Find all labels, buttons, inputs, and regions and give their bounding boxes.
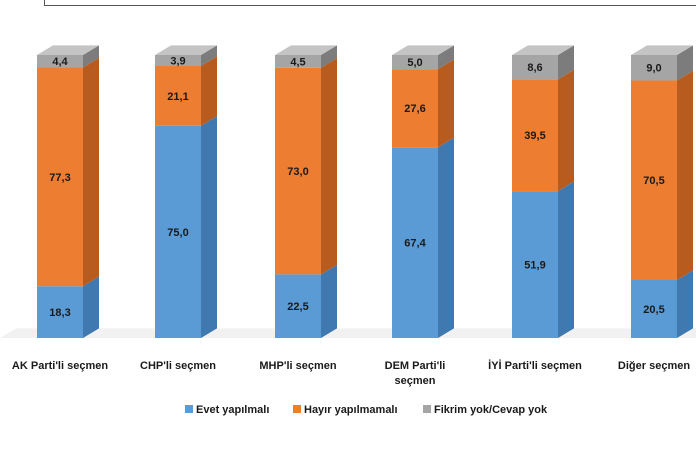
bar-evet-0 [37, 286, 83, 338]
category-label-0: AK Parti'li seçmen [12, 360, 108, 372]
value-label-hayir-5: 70,5 [643, 175, 664, 187]
bar-side-hayir-3 [438, 59, 454, 148]
category-label-3-line2: seçmen [395, 375, 436, 387]
legend-label-evet: Evet yapılmalı [196, 404, 269, 416]
bar-hayir-5 [631, 80, 677, 280]
chart-floor [0, 328, 696, 338]
bar-hayir-1 [155, 66, 201, 126]
value-label-fikrim-1: 3,9 [170, 56, 185, 68]
bar-evet-5 [631, 279, 677, 338]
value-label-evet-4: 51,9 [524, 260, 545, 272]
legend-swatch-evet [185, 405, 193, 413]
bar-side-fikrim-5 [677, 45, 693, 81]
value-label-fikrim-5: 9,0 [646, 63, 661, 75]
bar-side-evet-0 [83, 276, 99, 338]
legend-label-hayir: Hayır yapılmamalı [304, 404, 398, 416]
bar-fikrim-3 [392, 55, 438, 70]
bar-evet-3 [392, 147, 438, 338]
bar-top-cap-3 [392, 45, 454, 55]
bar-side-evet-2 [321, 264, 337, 338]
bar-fikrim-1 [155, 55, 201, 67]
bar-top-cap-0 [37, 45, 99, 55]
value-label-evet-2: 22,5 [287, 301, 308, 313]
bar-fikrim-2 [275, 55, 321, 68]
bar-fikrim-4 [512, 55, 558, 80]
bar-fikrim-0 [37, 55, 83, 68]
bar-top-cap-4 [512, 45, 574, 55]
value-label-hayir-4: 39,5 [524, 130, 545, 142]
value-label-hayir-3: 27,6 [404, 103, 425, 115]
bar-side-evet-4 [558, 181, 574, 338]
bar-hayir-2 [275, 67, 321, 275]
value-label-fikrim-3: 5,0 [407, 57, 422, 69]
category-label-5: Diğer seçmen [618, 360, 690, 372]
bar-hayir-3 [392, 69, 438, 148]
bar-side-fikrim-4 [558, 45, 574, 80]
value-label-evet-1: 75,0 [167, 227, 188, 239]
value-label-fikrim-2: 4,5 [290, 56, 305, 68]
bar-side-fikrim-2 [321, 45, 337, 68]
value-label-hayir-1: 21,1 [167, 91, 188, 103]
category-label-2: MHP'li seçmen [259, 360, 336, 372]
bar-side-hayir-4 [558, 69, 574, 192]
legend-swatch-fikrim [423, 405, 431, 413]
value-label-hayir-2: 73,0 [287, 166, 308, 178]
bar-evet-2 [275, 274, 321, 338]
value-label-evet-0: 18,3 [49, 307, 70, 319]
bar-side-evet-3 [438, 137, 454, 338]
legend-swatch-hayir [293, 405, 301, 413]
bar-evet-1 [155, 125, 201, 338]
bar-side-hayir-5 [677, 70, 693, 280]
bar-side-fikrim-3 [438, 45, 454, 70]
bar-side-hayir-2 [321, 58, 337, 275]
category-label-4: İYİ Parti'li seçmen [488, 359, 582, 372]
bar-side-fikrim-0 [83, 45, 99, 68]
category-label-1: CHP'li seçmen [140, 360, 216, 372]
bar-fikrim-5 [631, 55, 677, 81]
bar-evet-4 [512, 191, 558, 338]
legend-label-fikrim: Fikrim yok/Cevap yok [434, 404, 548, 416]
value-label-evet-5: 20,5 [643, 304, 664, 316]
bar-top-cap-5 [631, 45, 693, 55]
bar-hayir-0 [37, 67, 83, 287]
bar-side-evet-5 [677, 270, 693, 338]
bar-side-fikrim-1 [201, 45, 217, 67]
value-label-fikrim-0: 4,4 [52, 56, 68, 68]
bar-side-hayir-0 [83, 57, 99, 287]
category-label-3: DEM Parti'li [385, 360, 446, 372]
bar-top-cap-1 [155, 45, 217, 55]
bar-hayir-4 [512, 79, 558, 192]
value-label-evet-3: 67,4 [404, 238, 426, 250]
value-label-hayir-0: 77,3 [49, 172, 70, 184]
value-label-fikrim-4: 8,6 [527, 62, 542, 74]
top-frame-border [44, 0, 696, 6]
bar-side-evet-1 [201, 116, 217, 339]
bar-side-hayir-1 [201, 56, 217, 126]
bar-top-cap-2 [275, 45, 337, 55]
